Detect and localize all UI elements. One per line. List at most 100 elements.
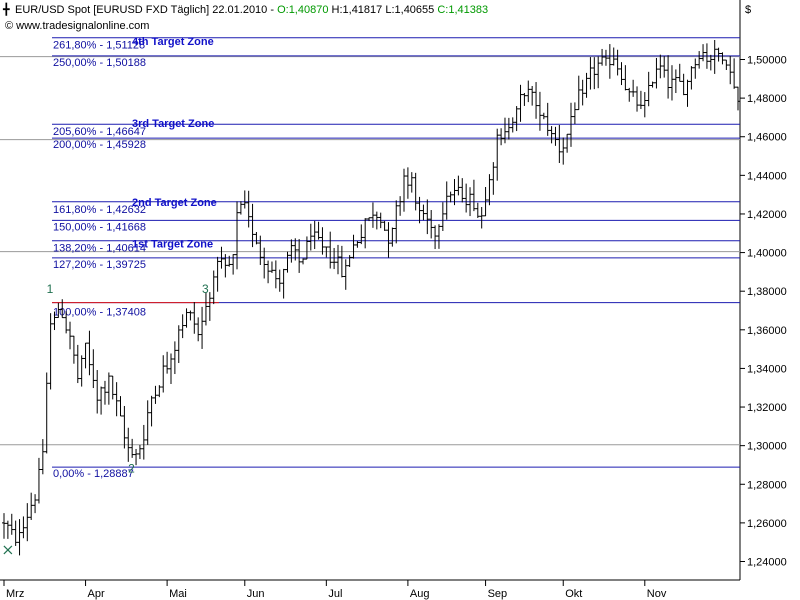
ohlc-bar bbox=[343, 259, 348, 290]
ohlc-bar bbox=[281, 268, 286, 299]
ohlc-bar bbox=[565, 133, 570, 153]
ohlc-bar bbox=[176, 325, 181, 364]
ohlc-bar bbox=[95, 370, 100, 414]
ohlc-bar bbox=[669, 65, 674, 101]
y-tick-label: 1,32000 bbox=[747, 402, 787, 414]
ohlc-bar bbox=[409, 172, 414, 193]
wave-labels: 1 2 3 bbox=[47, 282, 209, 476]
ohlc-bar bbox=[102, 380, 107, 405]
ohlc-bar bbox=[417, 196, 422, 224]
ohlc-bar bbox=[716, 47, 721, 62]
ohlc-bar bbox=[545, 102, 550, 136]
ohlc-bar bbox=[522, 92, 527, 106]
target-zone-label: 1st Target Zone bbox=[132, 239, 213, 251]
ohlc-bar bbox=[436, 224, 441, 249]
ohlc-bar bbox=[106, 372, 111, 405]
y-tick-label: 1,50000 bbox=[747, 55, 787, 67]
ohlc-bar bbox=[607, 44, 612, 79]
ohlc-bar bbox=[157, 385, 162, 398]
x-tick-label: Mai bbox=[169, 588, 187, 600]
wave-label: 1 bbox=[47, 282, 54, 296]
ohlc-bar bbox=[572, 102, 577, 125]
ohlc-bar bbox=[425, 199, 430, 235]
ohlc-bar bbox=[402, 168, 407, 212]
ohlc-bar bbox=[254, 232, 259, 245]
ohlc-bar bbox=[223, 254, 228, 278]
ohlc-bar bbox=[359, 224, 364, 245]
ohlc-bar bbox=[514, 106, 519, 132]
ohlc-bar bbox=[724, 59, 729, 70]
ohlc-bar bbox=[17, 519, 22, 556]
ohlc-bar bbox=[312, 220, 317, 250]
ohlc-bar bbox=[701, 44, 706, 62]
ohlc-bar bbox=[576, 75, 581, 111]
ohlc-bar bbox=[13, 520, 18, 546]
ohlc-bar bbox=[382, 221, 387, 231]
ohlc-bar bbox=[658, 54, 663, 79]
ohlc-bar bbox=[421, 204, 426, 221]
y-tick-label: 1,34000 bbox=[747, 363, 787, 375]
ohlc-bar bbox=[9, 513, 14, 535]
ohlc-bar bbox=[149, 395, 154, 427]
ohlc-bar bbox=[137, 444, 142, 460]
ohlc-bar bbox=[736, 86, 740, 111]
ohlc-bar bbox=[48, 313, 53, 390]
header-close: C:1,41383 bbox=[437, 4, 488, 16]
ohlc-bar bbox=[161, 355, 166, 393]
x-tick-label: Sep bbox=[488, 588, 508, 600]
ohlc-bar bbox=[681, 73, 686, 96]
ohlc-bar bbox=[712, 40, 717, 74]
ohlc-bar bbox=[258, 235, 263, 265]
fib-level-label: 0,00% - 1,28887 bbox=[53, 468, 134, 480]
ohlc-bar bbox=[44, 372, 49, 454]
x-tick-label: Jul bbox=[328, 588, 342, 600]
ohlc-bar bbox=[242, 190, 247, 209]
header-symbol-text: EUR/USD Spot [EURUSD FXD Täglich] 22.01.… bbox=[15, 4, 488, 16]
ohlc-bar bbox=[704, 43, 709, 69]
ohlc-bar bbox=[246, 190, 251, 228]
ohlc-bar bbox=[60, 299, 65, 319]
ohlc-bar bbox=[83, 342, 88, 369]
x-tick-label: Jun bbox=[247, 588, 265, 600]
ohlc-bar bbox=[646, 71, 651, 107]
ohlc-bar bbox=[25, 503, 30, 542]
ohlc-bar bbox=[289, 239, 294, 263]
ohlc-bar bbox=[398, 196, 403, 216]
ohlc-bar bbox=[662, 56, 667, 78]
header-low: L:1,40655 bbox=[385, 4, 434, 16]
website-credit: © www.tradesignalonline.com bbox=[5, 20, 149, 32]
ohlc-bar bbox=[693, 58, 698, 79]
ohlc-bar bbox=[122, 405, 127, 449]
ohlc-bar bbox=[374, 211, 379, 230]
ohlc-bar bbox=[126, 427, 131, 462]
fib-level-label: 100,00% - 1,37408 bbox=[53, 307, 146, 319]
ohlc-bar bbox=[5, 520, 10, 539]
ohlc-bar bbox=[153, 385, 158, 404]
ohlc-bar bbox=[335, 244, 340, 275]
ohlc-bar bbox=[172, 341, 177, 375]
ohlc-bar bbox=[75, 344, 80, 384]
ohlc-bar bbox=[394, 200, 399, 244]
ohlc-bar bbox=[732, 58, 737, 89]
ohlc-bar bbox=[471, 179, 476, 212]
header-open: O:1,40870 bbox=[277, 4, 328, 16]
ohlc-bar bbox=[188, 310, 193, 321]
ohlc-bar bbox=[518, 84, 523, 122]
ohlc-bar bbox=[29, 492, 34, 520]
target-zones: 4th Target Zone 3rd Target Zone 2nd Target… bbox=[132, 36, 217, 251]
header-cursor-icon: ╋ bbox=[2, 2, 10, 16]
ohlc-bar bbox=[114, 382, 119, 417]
fib-level-label: 127,20% - 1,39725 bbox=[53, 259, 146, 271]
ohlc-bar bbox=[530, 85, 535, 106]
ohlc-bar bbox=[580, 79, 585, 106]
ohlc-bar bbox=[615, 49, 620, 76]
ohlc-bar bbox=[386, 222, 391, 258]
ohlc-bar bbox=[235, 201, 240, 270]
ohlc-bar bbox=[623, 65, 628, 91]
ohlc-bar bbox=[600, 48, 605, 66]
plot-frame bbox=[0, 0, 741, 581]
ohlc-bar bbox=[479, 206, 484, 229]
y-tick-label: 1,28000 bbox=[747, 479, 787, 491]
ohlc-bar bbox=[141, 424, 146, 460]
